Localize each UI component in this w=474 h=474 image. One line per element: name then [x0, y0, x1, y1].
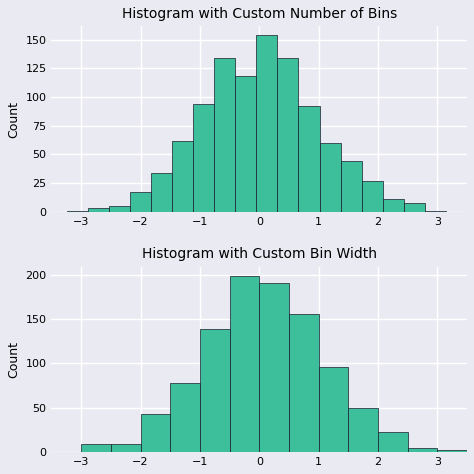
Bar — [130, 192, 151, 212]
Bar — [259, 283, 289, 452]
Title: Histogram with Custom Number of Bins: Histogram with Custom Number of Bins — [122, 7, 397, 21]
Bar — [170, 383, 200, 452]
Bar — [214, 58, 235, 212]
Bar — [362, 181, 383, 212]
Bar — [277, 58, 299, 212]
Bar — [88, 208, 109, 212]
Bar — [341, 161, 362, 212]
Y-axis label: Count: Count — [7, 341, 20, 378]
Bar — [256, 35, 277, 212]
Bar — [408, 448, 438, 452]
Bar — [438, 450, 467, 452]
Y-axis label: Count: Count — [7, 100, 20, 137]
Title: Histogram with Custom Bin Width: Histogram with Custom Bin Width — [142, 247, 377, 262]
Bar — [229, 275, 259, 452]
Bar — [81, 444, 111, 452]
Bar — [348, 408, 378, 452]
Bar — [425, 210, 446, 212]
Bar — [383, 199, 404, 212]
Bar — [378, 432, 408, 452]
Bar — [193, 104, 214, 212]
Bar — [319, 367, 348, 452]
Bar — [299, 106, 319, 212]
Bar — [319, 143, 341, 212]
Bar — [151, 173, 172, 212]
Bar — [200, 329, 229, 452]
Bar — [111, 444, 140, 452]
Bar — [467, 210, 474, 212]
Bar — [172, 141, 193, 212]
Bar — [289, 314, 319, 452]
Bar — [140, 414, 170, 452]
Bar — [235, 76, 256, 212]
Bar — [109, 206, 130, 212]
Bar — [404, 202, 425, 212]
Bar — [67, 210, 88, 212]
